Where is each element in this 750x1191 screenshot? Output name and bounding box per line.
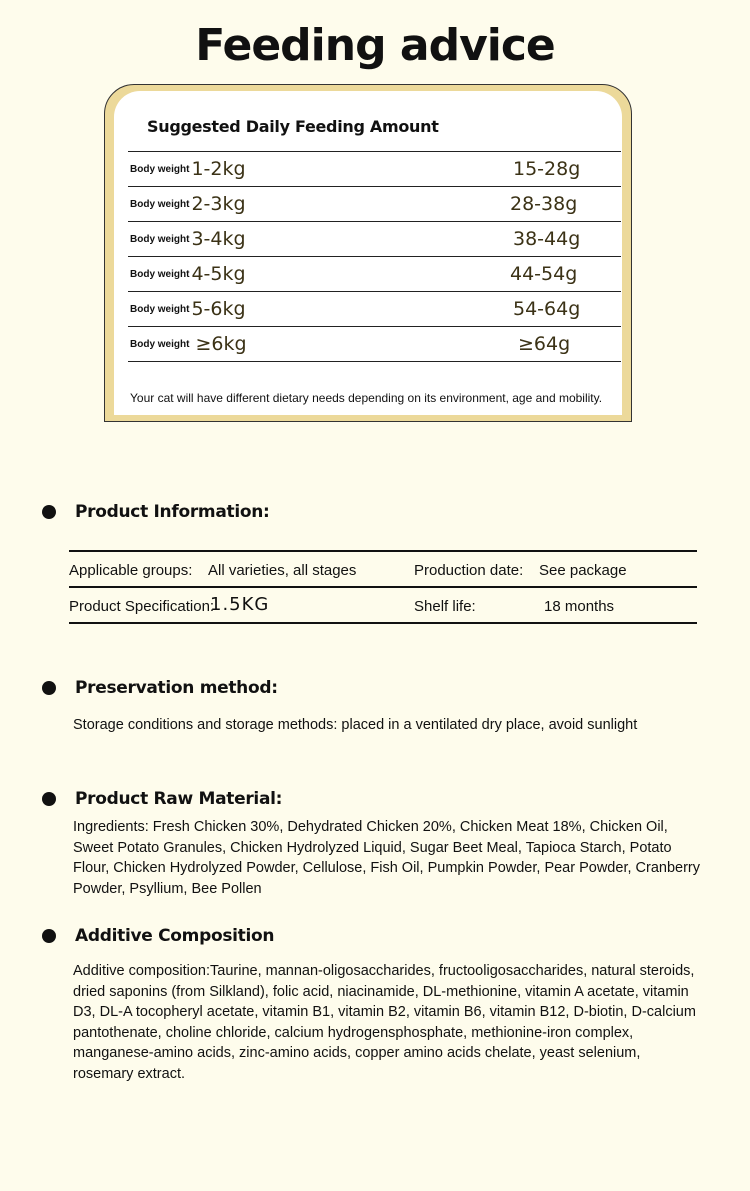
table-row: Product Specification: 1.5KG Shelf life:… bbox=[69, 586, 697, 624]
spec-value: 1.5KG bbox=[210, 594, 270, 615]
page-title: Feeding advice bbox=[195, 20, 556, 71]
bullet-icon bbox=[42, 792, 56, 806]
feeding-heading: Suggested Daily Feeding Amount bbox=[147, 117, 439, 136]
row-amount: 28-38g bbox=[510, 193, 578, 215]
feeding-table: Body weight 1-2kg 15-28g Body weight 2-3kg 2… bbox=[128, 151, 621, 362]
preservation-text: Storage conditions and storage methods: … bbox=[73, 717, 638, 733]
row-amount: 54-64g bbox=[513, 298, 581, 320]
feeding-note: Your cat will have different dietary nee… bbox=[130, 391, 603, 405]
row-label: Body weight bbox=[130, 163, 190, 175]
row-label: Body weight bbox=[130, 233, 190, 245]
section-heading: Product Raw Material: bbox=[75, 789, 283, 809]
section-product-info: Product Information: bbox=[42, 502, 270, 522]
product-info-table: Applicable groups: All varieties, all st… bbox=[69, 550, 697, 624]
row-label: Body weight bbox=[130, 268, 190, 280]
section-additive: Additive Composition bbox=[42, 926, 275, 946]
row-weight: 5-6kg bbox=[191, 298, 246, 320]
row-weight: 2-3kg bbox=[191, 193, 246, 215]
row-amount: 44-54g bbox=[510, 263, 578, 285]
row-label: Body weight bbox=[130, 198, 190, 210]
bullet-icon bbox=[42, 681, 56, 695]
row-weight: 3-4kg bbox=[191, 228, 246, 250]
row-weight: ≥6kg bbox=[195, 333, 247, 355]
applicable-label: Applicable groups: bbox=[69, 562, 193, 579]
shelf-label: Shelf life: bbox=[414, 598, 476, 615]
section-heading: Product Information: bbox=[75, 502, 270, 522]
raw-material-text: Ingredients: Fresh Chicken 30%, Dehydrat… bbox=[73, 819, 700, 897]
production-value: See package bbox=[539, 562, 627, 579]
section-heading: Additive Composition bbox=[75, 926, 275, 946]
row-weight: 1-2kg bbox=[191, 158, 246, 180]
shelf-value: 18 months bbox=[544, 598, 615, 615]
spec-label: Product Specification: bbox=[69, 598, 215, 615]
row-label: Body weight bbox=[130, 303, 190, 315]
section-preservation: Preservation method: bbox=[42, 678, 278, 698]
section-heading: Preservation method: bbox=[75, 678, 278, 698]
table-row: Body weight 2-3kg 28-38g bbox=[128, 186, 621, 221]
table-row: Applicable groups: All varieties, all st… bbox=[69, 550, 697, 586]
row-amount: ≥64g bbox=[518, 333, 571, 355]
row-weight: 4-5kg bbox=[191, 263, 246, 285]
bullet-icon bbox=[42, 929, 56, 943]
row-amount: 15-28g bbox=[513, 158, 581, 180]
table-row: Body weight 4-5kg 44-54g bbox=[128, 256, 621, 291]
table-row: Body weight 1-2kg 15-28g bbox=[128, 151, 621, 186]
feeding-card: Suggested Daily Feeding Amount Body weig… bbox=[104, 84, 632, 422]
production-label: Production date: bbox=[414, 562, 524, 579]
additive-text: Additive composition:Taurine, mannan-oli… bbox=[73, 963, 696, 1082]
section-raw-material: Product Raw Material: bbox=[42, 789, 282, 809]
table-row: Body weight 3-4kg 38-44g bbox=[128, 221, 621, 256]
table-row: Body weight ≥6kg ≥64g bbox=[128, 326, 621, 362]
row-amount: 38-44g bbox=[513, 228, 581, 250]
table-row: Body weight 5-6kg 54-64g bbox=[128, 291, 621, 326]
row-label: Body weight bbox=[130, 338, 190, 350]
bullet-icon bbox=[42, 505, 56, 519]
applicable-value: All varieties, all stages bbox=[208, 562, 357, 579]
